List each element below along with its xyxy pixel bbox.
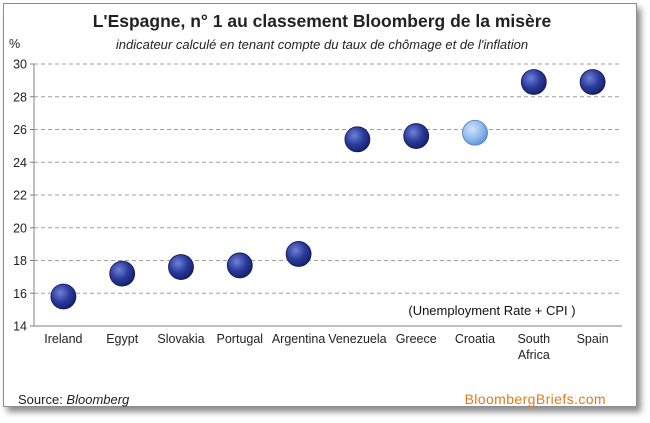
data-point [109,260,136,287]
x-tick-label: Venezuela [328,332,386,346]
y-tick-label: 16 [13,287,27,301]
source-note: Source: Bloomberg [18,392,129,407]
chart-annotation: (Unemployment Rate + CPI ) [408,303,575,318]
axis-labels: 14 16 18 20 22 24 26 28 30% (Unemployment Rate + … [9,37,609,362]
x-tick-label: Ireland [44,332,82,346]
x-tick-label: Portugal [217,332,264,346]
x-tick-label: Egypt [106,332,138,346]
x-tick-label: Slovakia [157,332,204,346]
data-point [285,241,312,267]
x-tick-label: Croatia [455,332,495,346]
x-tick-label: Argentina [272,332,326,346]
x-tick-label: Spain [577,332,609,346]
y-tick-label: 14 [13,320,27,334]
gridlines [34,63,622,294]
source-name: Bloomberg [66,392,130,407]
chart-subtitle: indicateur calculé en tenant compte du t… [115,37,529,52]
data-point [168,254,194,280]
data-point [403,123,430,149]
y-tick-label: 20 [13,221,27,235]
y-tick-label: 30 [13,58,27,72]
x-tick-label: Africa [518,348,550,362]
x-tick-label: South [517,332,550,346]
data-point [226,252,253,279]
x-tick-label: Greece [396,332,437,346]
y-tick-label: 26 [13,123,27,137]
y-axis-unit-label: % [9,37,20,51]
y-tick-label: 18 [13,254,27,268]
brand-watermark: BloombergBriefs.com [464,391,606,407]
data-point [344,126,371,153]
source-label: Source: [18,392,67,407]
data-point [579,69,606,95]
data-point [50,283,77,310]
y-tick-label: 22 [13,189,27,203]
data-points [50,69,606,310]
y-tick-label: 28 [13,90,27,104]
data-point-highlighted [462,119,488,146]
chart-title: L'Espagne, n° 1 au classement Bloomberg … [92,11,552,31]
axes [30,63,622,327]
y-tick-label: 24 [13,156,27,170]
data-point [520,69,547,95]
